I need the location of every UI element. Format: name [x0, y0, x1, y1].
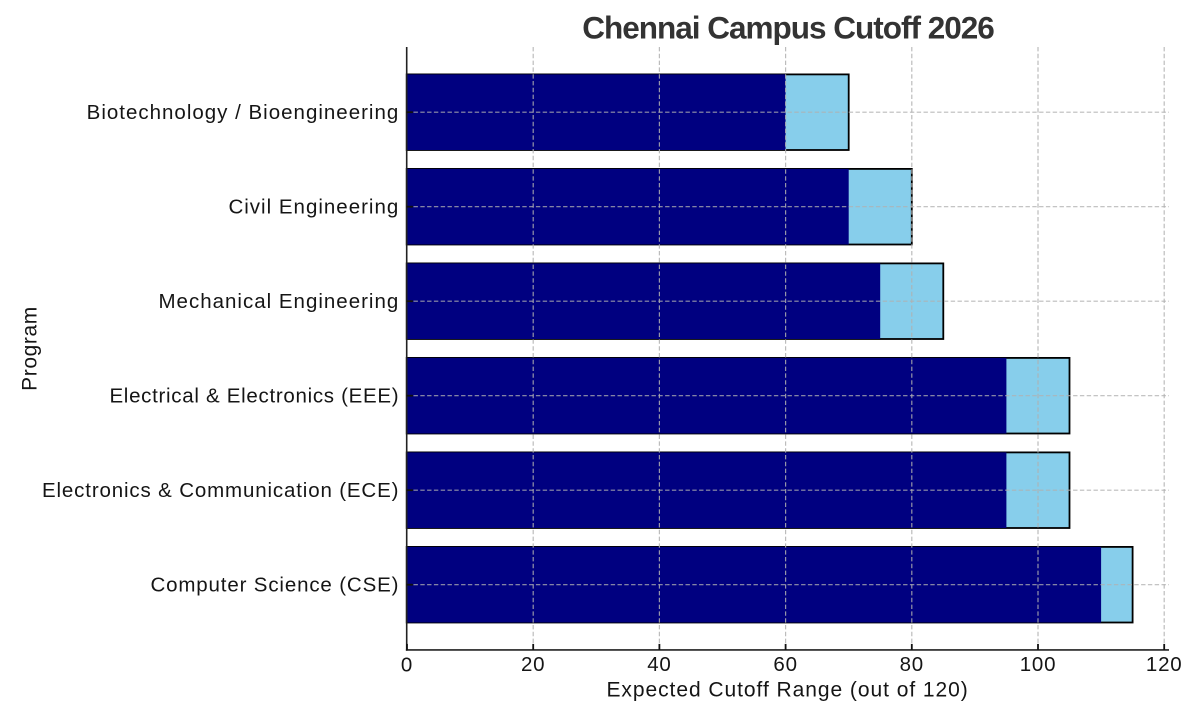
- svg-text:20: 20: [521, 653, 545, 676]
- svg-text:Civil Engineering: Civil Engineering: [228, 196, 399, 219]
- svg-text:Program: Program: [19, 306, 42, 391]
- svg-text:0: 0: [401, 654, 413, 677]
- svg-text:Computer Science (CSE): Computer Science (CSE): [150, 574, 399, 597]
- svg-text:Chennai Campus Cutoff 2026: Chennai Campus Cutoff 2026: [582, 10, 994, 46]
- svg-text:80: 80: [900, 653, 924, 676]
- svg-text:Expected Cutoff Range (out of: Expected Cutoff Range (out of 120): [606, 679, 968, 702]
- svg-text:Electronics & Communication (E: Electronics & Communication (ECE): [42, 479, 399, 502]
- svg-text:Electrical & Electronics (EEE): Electrical & Electronics (EEE): [109, 385, 399, 408]
- svg-text:100: 100: [1020, 653, 1057, 676]
- svg-text:Biotechnology / Bioengineering: Biotechnology / Bioengineering: [87, 101, 400, 124]
- svg-text:Mechanical Engineering: Mechanical Engineering: [158, 290, 399, 313]
- svg-text:120: 120: [1146, 653, 1183, 676]
- svg-text:60: 60: [773, 653, 797, 676]
- svg-text:40: 40: [647, 653, 671, 676]
